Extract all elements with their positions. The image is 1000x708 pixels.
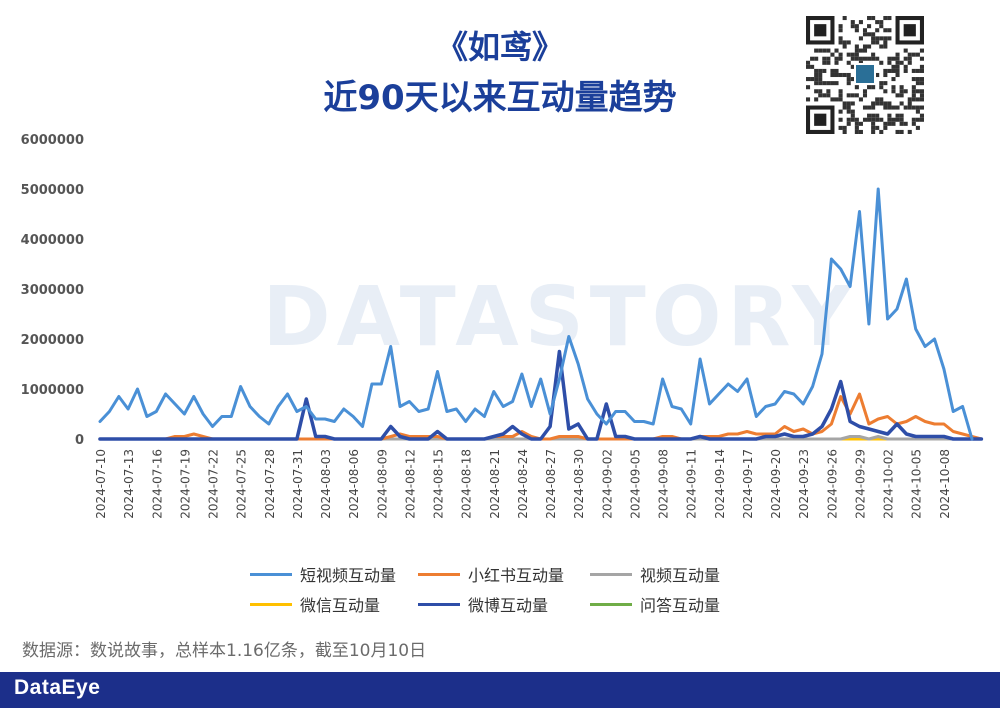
- legend-label: 小红书互动量: [468, 566, 565, 585]
- legend-item: 短视频互动量: [250, 562, 396, 586]
- x-tick-label: 2024-08-03: [319, 449, 333, 519]
- legend-item: 问答互动量: [590, 592, 720, 616]
- x-tick-label: 2024-07-13: [122, 449, 136, 519]
- qr-code: [806, 16, 926, 134]
- x-tick-label: 2024-08-24: [516, 449, 530, 519]
- x-tick-label: 2024-09-05: [628, 449, 642, 519]
- x-tick-label: 2024-08-09: [375, 449, 389, 519]
- legend-label: 微信互动量: [300, 596, 381, 615]
- x-tick-label: 2024-07-16: [150, 449, 164, 519]
- x-tick-label: 2024-09-29: [853, 449, 867, 519]
- x-tick-label: 2024-09-23: [797, 449, 811, 519]
- x-tick-label: 2024-09-20: [769, 449, 783, 519]
- x-tick-label: 2024-08-21: [488, 449, 502, 519]
- legend-label: 短视频互动量: [300, 566, 397, 585]
- y-tick-label: 1000000: [21, 383, 84, 398]
- x-tick-label: 2024-07-25: [235, 449, 249, 519]
- legend-swatch: [250, 572, 292, 576]
- y-tick-label: 4000000: [21, 233, 84, 248]
- legend-swatch: [418, 602, 460, 606]
- x-tick-label: 2024-09-14: [713, 449, 727, 519]
- x-tick-label: 2024-10-05: [910, 449, 924, 519]
- x-tick-label: 2024-08-30: [572, 449, 586, 519]
- chart-subtitle: 近90天以来互动量趋势: [323, 78, 677, 118]
- series-line-4: [98, 349, 984, 441]
- y-tick-label: 5000000: [21, 183, 84, 198]
- y-tick-label: 3000000: [21, 283, 84, 298]
- legend-item: 微信互动量: [250, 592, 380, 616]
- legend-label: 问答互动量: [640, 596, 721, 615]
- legend-item: 微博互动量: [418, 592, 548, 616]
- x-tick-label: 2024-10-08: [938, 449, 952, 519]
- brand-logo: DataEye: [14, 676, 101, 699]
- x-tick-label: 2024-07-31: [291, 449, 305, 519]
- series-line-0: [98, 187, 974, 441]
- y-tick-label: 2000000: [21, 333, 84, 348]
- x-tick-label: 2024-09-11: [685, 449, 699, 519]
- legend-swatch: [250, 602, 292, 606]
- x-tick-label: 2024-09-08: [657, 449, 671, 519]
- qr-logo-icon: [856, 65, 874, 83]
- legend-swatch: [590, 572, 632, 576]
- line-chart: DATASTORY 0 1000000 2000000 3000000 4000000 5…: [21, 133, 984, 519]
- x-tick-label: 2024-08-12: [403, 449, 417, 519]
- legend-item: 视频互动量: [590, 562, 720, 586]
- x-tick-label: 2024-09-17: [741, 449, 755, 519]
- watermark-text: DATASTORY: [263, 270, 858, 365]
- x-tick-label: 2024-07-19: [178, 449, 192, 519]
- chart-title: 《如鸢》: [435, 28, 564, 66]
- legend-label: 微博互动量: [468, 596, 549, 615]
- legend-item: 小红书互动量: [418, 562, 564, 586]
- x-tick-label: 2024-07-10: [94, 449, 108, 519]
- x-tick-label: 2024-08-15: [432, 449, 446, 519]
- x-tick-label: 2024-09-02: [600, 449, 614, 519]
- x-tick-label: 2024-09-26: [825, 449, 839, 519]
- footer-bar: DataEye: [0, 672, 1000, 708]
- x-tick-label: 2024-10-02: [882, 449, 896, 519]
- x-tick-label: 2024-07-28: [263, 449, 277, 519]
- y-tick-label: 0: [75, 433, 84, 448]
- legend-swatch: [590, 602, 632, 606]
- x-tick-label: 2024-08-06: [347, 449, 361, 519]
- legend-label: 视频互动量: [640, 566, 721, 585]
- x-tick-label: 2024-08-27: [544, 449, 558, 519]
- y-tick-label: 6000000: [21, 133, 84, 148]
- x-tick-label: 2024-08-18: [460, 449, 474, 519]
- x-tick-label: 2024-07-22: [207, 449, 221, 519]
- source-note: 数据源：数说故事，总样本1.16亿条，截至10月10日: [22, 641, 427, 661]
- legend-swatch: [418, 572, 460, 576]
